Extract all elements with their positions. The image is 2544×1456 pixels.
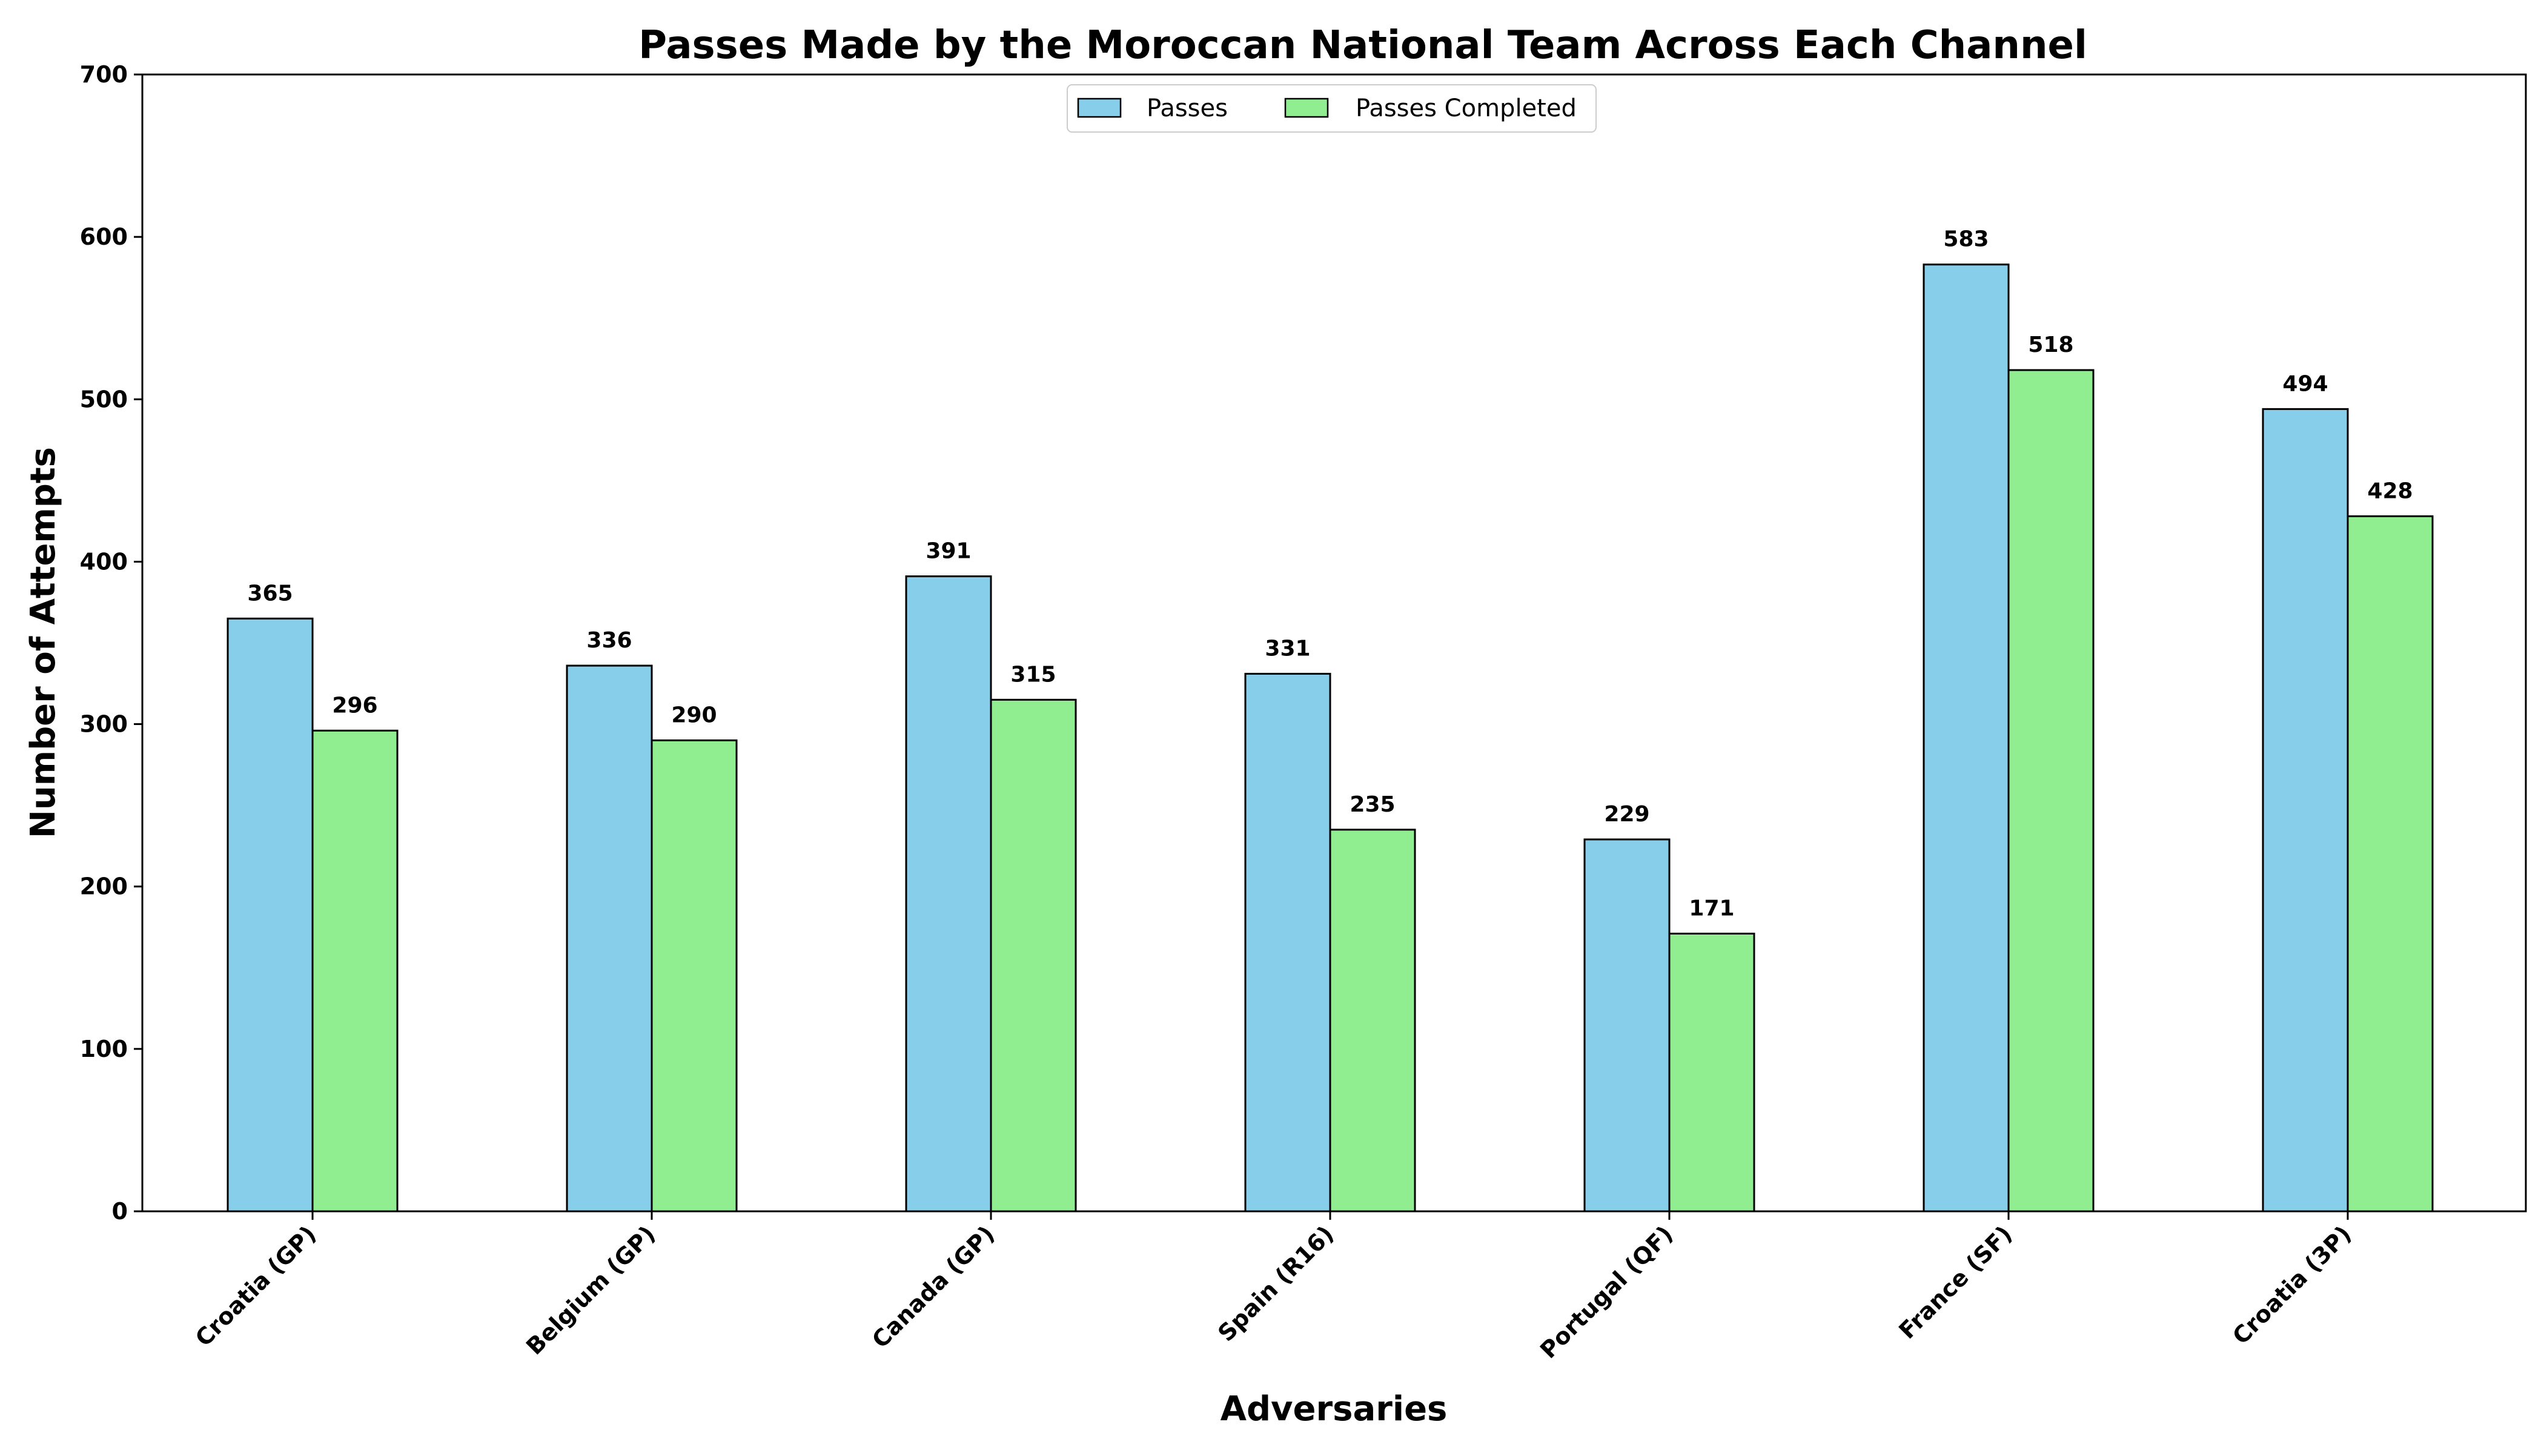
bar-passes-completed-france-sf [2007, 369, 2095, 1213]
bar-passes-canada-gp [905, 575, 992, 1213]
legend-swatch-passes-completed [1284, 98, 1329, 118]
bar-passes-belgium-gp [566, 664, 653, 1213]
y-tick-label: 300 [80, 711, 128, 738]
value-label-passes-portugal-qf: 229 [1604, 802, 1649, 827]
bar-passes-portugal-qf [1583, 838, 1671, 1213]
legend: Passes Passes Completed [1067, 84, 1597, 133]
value-labels-group: 365 296 336 290 391 315 331 235 229 171 583 518 494 4… [247, 227, 2413, 921]
bar-passes-completed-croatia-gp [311, 729, 399, 1213]
value-label-passes-croatia-gp: 365 [247, 581, 293, 606]
y-tick-label: 500 [80, 386, 128, 412]
legend-swatch-passes [1077, 98, 1122, 118]
y-tick-label: 600 [80, 223, 128, 250]
value-label-passes-croatia-3p: 494 [2282, 371, 2328, 396]
y-tick-label: 400 [80, 548, 128, 575]
value-label-passes-completed-canada-gp: 315 [1010, 662, 1056, 687]
value-label-passes-spain-r16: 331 [1265, 636, 1310, 661]
bar-passes-completed-spain-r16 [1329, 829, 1416, 1213]
y-axis-label: Number of Attempts [24, 447, 63, 838]
value-label-passes-belgium-gp: 336 [586, 628, 632, 653]
bar-passes-completed-croatia-3p [2347, 515, 2434, 1213]
value-label-passes-completed-croatia-3p: 428 [2367, 478, 2413, 503]
y-tick-label: 100 [80, 1036, 128, 1062]
chart-title: Passes Made by the Moroccan National Tea… [638, 23, 2087, 68]
bar-passes-completed-portugal-qf [1668, 932, 1755, 1213]
value-label-passes-completed-croatia-gp: 296 [332, 693, 377, 718]
legend-label-passes-completed: Passes Completed [1356, 94, 1577, 122]
value-label-passes-completed-portugal-qf: 171 [1689, 896, 1734, 921]
value-label-passes-completed-france-sf: 518 [2028, 333, 2073, 357]
bar-passes-france-sf [1923, 263, 2010, 1213]
bar-passes-croatia-gp [227, 617, 314, 1213]
bar-passes-croatia-3p [2262, 408, 2349, 1213]
y-axis-ticks: 0 100 200 300 400 500 600 700 [80, 61, 142, 1225]
value-label-passes-france-sf: 583 [1943, 227, 1989, 252]
bar-passes-completed-belgium-gp [651, 739, 738, 1213]
bars-group [227, 263, 2434, 1213]
bar-passes-spain-r16 [1244, 672, 1331, 1213]
x-axis-label: Adversaries [1221, 1389, 1448, 1429]
y-tick-label: 700 [80, 61, 128, 88]
legend-frame [1067, 84, 1597, 133]
plot-frame [141, 73, 2527, 1213]
value-label-passes-canada-gp: 391 [926, 539, 971, 564]
legend-label-passes: Passes [1147, 94, 1228, 122]
value-label-passes-completed-spain-r16: 235 [1350, 792, 1395, 817]
bar-passes-completed-canada-gp [990, 698, 1077, 1213]
y-tick-label: 0 [112, 1198, 128, 1225]
value-label-passes-completed-belgium-gp: 290 [671, 703, 717, 727]
y-tick-label: 200 [80, 873, 128, 900]
